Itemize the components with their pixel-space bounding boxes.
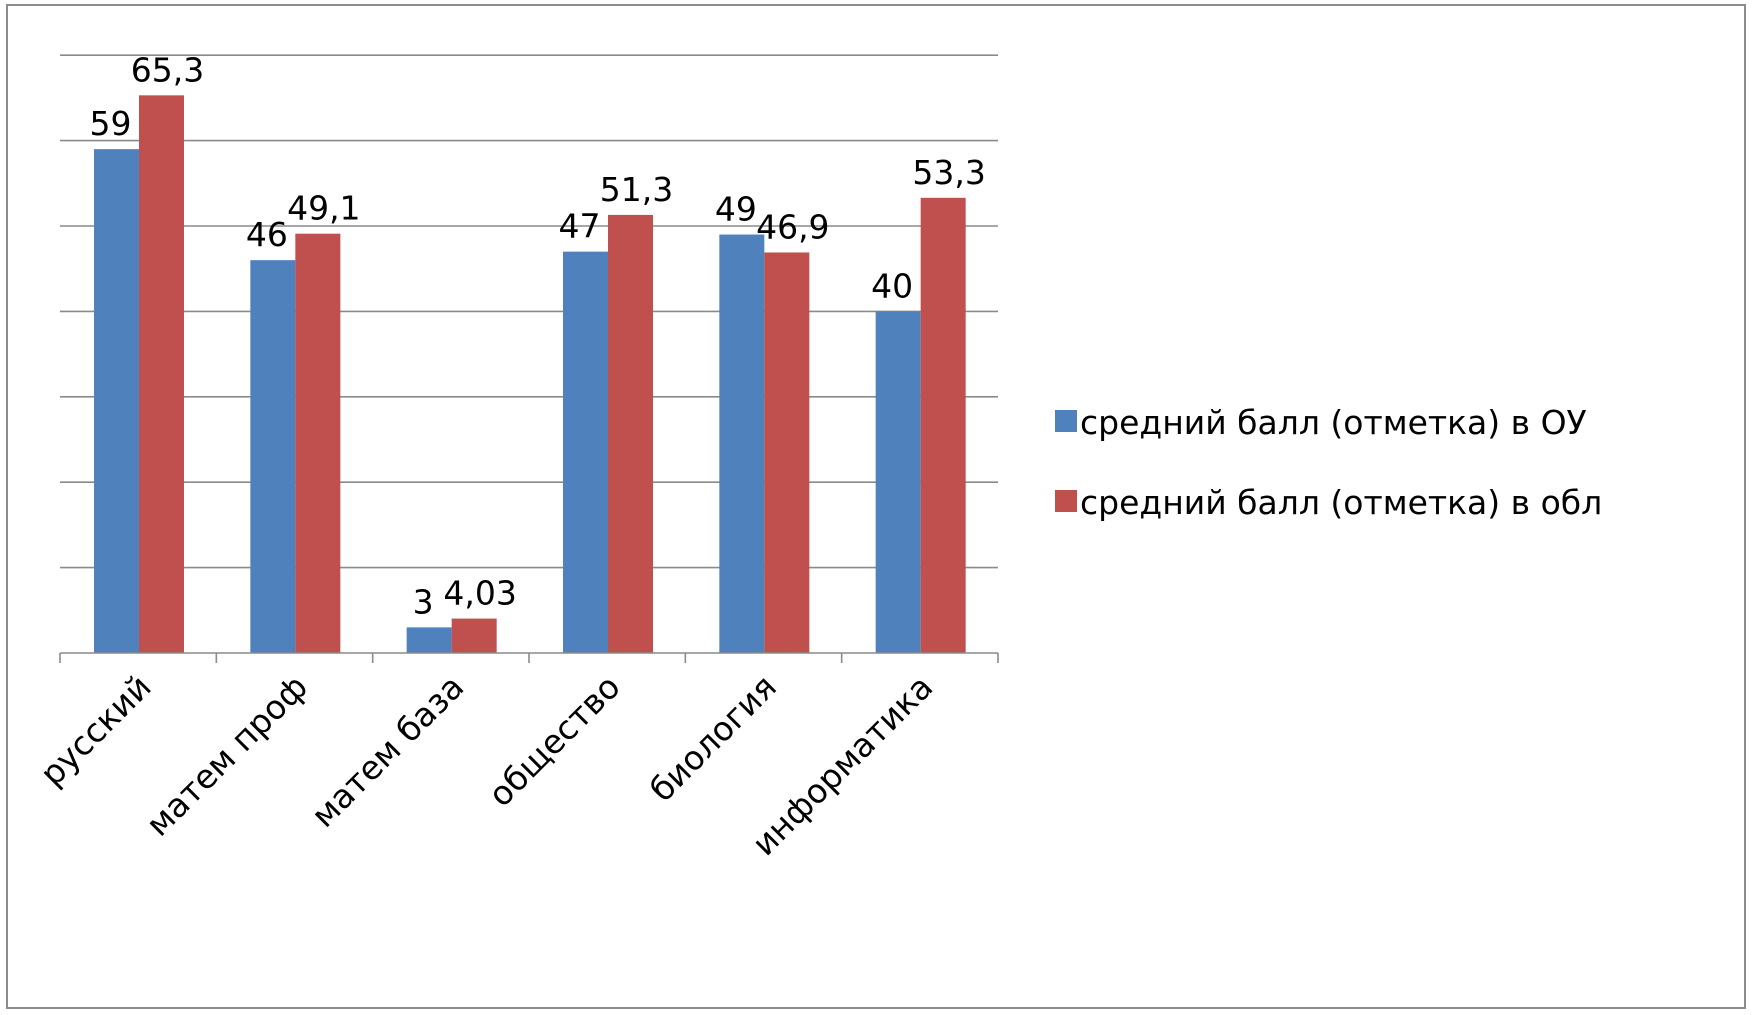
bars bbox=[94, 95, 966, 654]
category-label: общество bbox=[481, 667, 628, 814]
data-label: 47 bbox=[559, 207, 601, 246]
data-label: 65,3 bbox=[131, 50, 204, 89]
bar-chart: 59 46 3 47 49 40 65,3 49,1 4,03 51,3 46,9 53,3 русск… bbox=[32, 50, 1602, 863]
bar-series2-1 bbox=[295, 233, 341, 653]
bar-series1-3 bbox=[563, 251, 608, 653]
bar-series1-4 bbox=[719, 234, 765, 654]
bar-series1-0 bbox=[94, 149, 139, 653]
bar-series2-5 bbox=[920, 197, 966, 653]
bar-series2-0 bbox=[139, 95, 184, 653]
category-label: матем проф bbox=[138, 667, 315, 844]
data-label: 51,3 bbox=[600, 170, 673, 209]
bar-series2-2 bbox=[451, 618, 497, 653]
bar-series1-1 bbox=[250, 260, 296, 653]
category-label: русский bbox=[32, 667, 158, 793]
data-label: 3 bbox=[413, 582, 434, 621]
category-label: матем база bbox=[303, 667, 471, 835]
data-label: 46,9 bbox=[756, 207, 829, 246]
data-label: 53,3 bbox=[912, 153, 985, 192]
legend-swatch-1 bbox=[1055, 410, 1077, 432]
data-labels: 59 46 3 47 49 40 65,3 49,1 4,03 51,3 46,9 53,3 bbox=[90, 50, 986, 621]
chart-frame: 59 46 3 47 49 40 65,3 49,1 4,03 51,3 46,9 53,3 русск… bbox=[6, 4, 1746, 1009]
gridlines bbox=[60, 54, 998, 569]
data-label: 59 bbox=[90, 104, 132, 143]
category-label: биология bbox=[642, 667, 784, 809]
bar-series2-4 bbox=[764, 252, 810, 653]
legend-swatch-2 bbox=[1055, 490, 1077, 512]
data-label: 49 bbox=[715, 190, 757, 229]
data-label: 46 bbox=[246, 215, 288, 254]
data-label: 49,1 bbox=[287, 189, 360, 228]
data-label: 4,03 bbox=[443, 574, 516, 613]
legend-label-2: средний балл (отметка) в обл bbox=[1080, 483, 1602, 522]
bar-series2-3 bbox=[608, 214, 653, 653]
bar-series1-5 bbox=[875, 311, 921, 653]
x-axis bbox=[59, 652, 999, 663]
legend: средний балл (отметка) в ОУ средний балл … bbox=[1055, 403, 1602, 522]
legend-label-1: средний балл (отметка) в ОУ bbox=[1080, 403, 1587, 442]
bar-series1-2 bbox=[406, 627, 452, 653]
data-label: 40 bbox=[871, 266, 913, 305]
